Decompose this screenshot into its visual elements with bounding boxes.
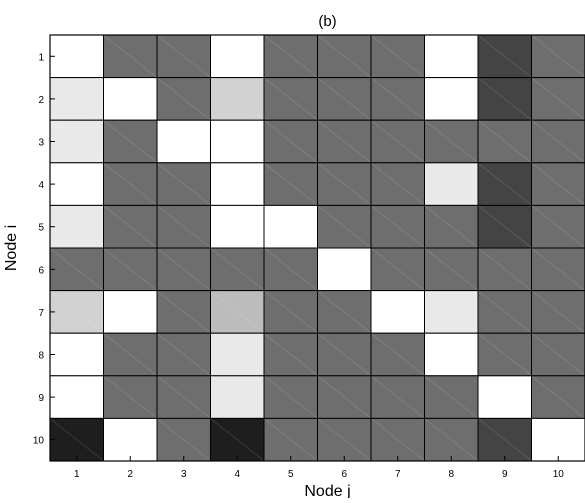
heatmap-cell-9-1 <box>50 376 104 419</box>
heatmap-cell-10-2 <box>104 418 158 461</box>
y-tick-label-1: 1 <box>38 52 44 63</box>
heatmap-cell-4-4 <box>211 163 265 206</box>
y-tick-label-8: 8 <box>38 351 44 362</box>
heatmap-cell-6-6 <box>318 248 372 291</box>
y-tick-label-6: 6 <box>38 265 44 276</box>
heatmap-cell-4-1 <box>50 163 104 206</box>
heatmap-cell-3-4 <box>211 120 265 163</box>
chart-title: (b) <box>318 13 336 30</box>
y-tick-label-10: 10 <box>33 436 45 447</box>
x-tick-label-2: 2 <box>127 469 133 480</box>
heatmap-cell-3-3 <box>157 120 211 163</box>
heatmap-cell-2-2 <box>104 78 158 121</box>
heatmap-cell-9-9 <box>478 376 532 419</box>
y-tick-label-5: 5 <box>38 223 44 234</box>
y-tick-label-7: 7 <box>38 308 44 319</box>
heatmap-cell-10-10 <box>532 418 585 461</box>
heatmap-cell-8-8 <box>425 333 479 376</box>
heatmap-cell-2-8 <box>425 78 479 121</box>
heatmap-cell-8-1 <box>50 333 104 376</box>
x-tick-label-4: 4 <box>234 469 240 480</box>
heatmap-cell-7-7 <box>371 291 425 334</box>
x-tick-label-8: 8 <box>448 469 454 480</box>
x-tick-label-7: 7 <box>395 469 401 480</box>
x-axis-label: Node j <box>304 483 350 498</box>
heatmap-cell-5-5 <box>264 205 318 248</box>
heatmap-cell-1-1 <box>50 35 104 78</box>
y-tick-label-2: 2 <box>38 95 44 106</box>
y-axis-label: Node i <box>3 225 20 271</box>
heatmap-cell-1-8 <box>425 35 479 78</box>
y-tick-label-4: 4 <box>38 180 44 191</box>
heatmap-cells <box>50 35 585 461</box>
x-tick-label-10: 10 <box>553 469 565 480</box>
x-tick-label-9: 9 <box>502 469 508 480</box>
x-tick-label-1: 1 <box>74 469 80 480</box>
heatmap-cell-1-4 <box>211 35 265 78</box>
heatmap-cell-7-2 <box>104 291 158 334</box>
heatmap-cell-5-4 <box>211 205 265 248</box>
x-tick-label-3: 3 <box>181 469 187 480</box>
y-tick-label-9: 9 <box>38 393 44 404</box>
y-tick-label-3: 3 <box>38 138 44 149</box>
x-tick-label-6: 6 <box>341 469 347 480</box>
x-tick-label-5: 5 <box>288 469 294 480</box>
